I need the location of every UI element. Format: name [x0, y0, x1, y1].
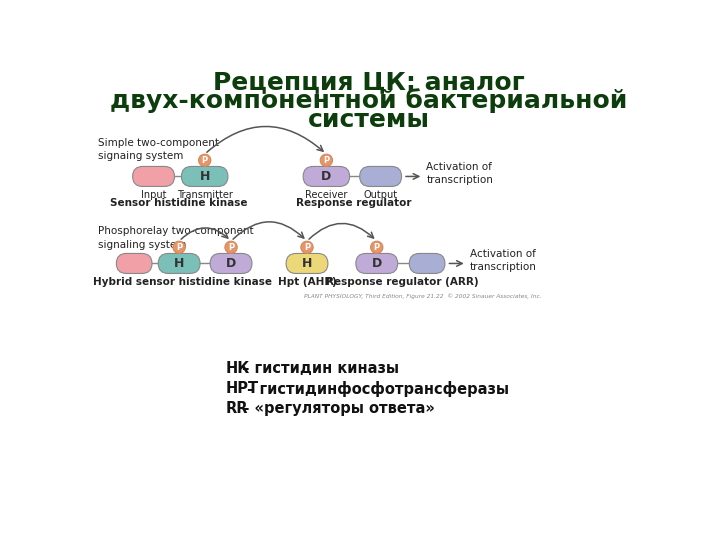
Text: – гистидинфосфотрансферазы: – гистидинфосфотрансферазы [243, 381, 509, 397]
FancyBboxPatch shape [286, 253, 328, 273]
Text: P: P [176, 243, 182, 252]
Text: Sensor histidine kinase: Sensor histidine kinase [110, 198, 248, 208]
Text: – гистидин киназы: – гистидин киназы [237, 361, 399, 376]
Text: H: H [302, 257, 312, 270]
Text: системы: системы [308, 108, 430, 132]
Text: Activation of
transcription: Activation of transcription [469, 249, 536, 272]
FancyBboxPatch shape [158, 253, 200, 273]
Text: Phosphorelay two-component
signaling system: Phosphorelay two-component signaling sys… [98, 226, 253, 249]
Text: Simple two-component
signaing system: Simple two-component signaing system [98, 138, 219, 161]
Circle shape [371, 241, 383, 253]
Text: D: D [226, 257, 236, 270]
Text: D: D [321, 170, 331, 183]
Text: Receiver: Receiver [305, 190, 348, 200]
Text: Hybrid sensor histidine kinase: Hybrid sensor histidine kinase [93, 276, 272, 287]
FancyBboxPatch shape [117, 253, 152, 273]
Circle shape [225, 241, 238, 253]
Text: Hpt (AHP): Hpt (AHP) [278, 276, 336, 287]
Text: двух-компонентной бактериальной: двух-компонентной бактериальной [110, 89, 628, 113]
Circle shape [199, 154, 211, 166]
Text: Response regulator: Response regulator [296, 198, 411, 208]
Text: P: P [304, 243, 310, 252]
Text: – «регуляторы ответа»: – «регуляторы ответа» [237, 402, 435, 416]
FancyBboxPatch shape [210, 253, 252, 273]
Text: Response regulator (ARR): Response regulator (ARR) [325, 276, 478, 287]
Circle shape [301, 241, 313, 253]
Circle shape [320, 154, 333, 166]
Text: PLANT PHYSIOLOGY, Third Edition, Figure 21.22  © 2002 Sinauer Associates, Inc.: PLANT PHYSIOLOGY, Third Edition, Figure … [305, 294, 542, 299]
Text: P: P [374, 243, 380, 252]
Text: НРТ: НРТ [225, 381, 258, 396]
Text: P: P [228, 243, 234, 252]
Text: RR: RR [225, 402, 248, 416]
Text: Activation of
transcription: Activation of transcription [426, 162, 493, 185]
FancyBboxPatch shape [360, 166, 402, 186]
Text: P: P [323, 156, 330, 165]
FancyBboxPatch shape [132, 166, 174, 186]
Text: Input: Input [141, 190, 166, 200]
Text: P: P [202, 156, 208, 165]
Text: НК: НК [225, 361, 250, 376]
Text: Рецепция ЦК: аналог: Рецепция ЦК: аналог [213, 70, 525, 94]
Text: D: D [372, 257, 382, 270]
Text: Output: Output [364, 190, 397, 200]
FancyBboxPatch shape [303, 166, 350, 186]
FancyBboxPatch shape [356, 253, 397, 273]
Text: Transmitter: Transmitter [177, 190, 233, 200]
FancyBboxPatch shape [409, 253, 445, 273]
Text: H: H [174, 257, 184, 270]
Text: H: H [199, 170, 210, 183]
FancyBboxPatch shape [181, 166, 228, 186]
Circle shape [173, 241, 185, 253]
